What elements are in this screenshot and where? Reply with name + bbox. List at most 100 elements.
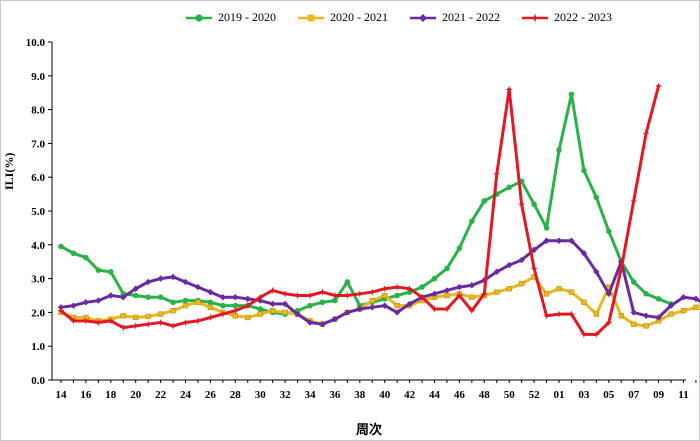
data-point (282, 309, 288, 316)
data-point (207, 299, 214, 306)
x-tick-label: 32 (280, 389, 292, 401)
data-point (593, 311, 600, 317)
x-tick-label: 42 (404, 389, 416, 401)
data-point (630, 197, 638, 205)
legend-swatch (298, 14, 324, 21)
y-tick-label: 7.0 (31, 138, 45, 150)
data-point (132, 292, 139, 299)
series-line-3 (59, 239, 700, 326)
data-point (120, 313, 126, 319)
data-point (555, 310, 563, 318)
data-point (281, 300, 289, 308)
x-tick-label: 22 (155, 389, 167, 401)
data-point (132, 285, 139, 292)
data-point (144, 320, 152, 328)
data-point (157, 311, 164, 317)
data-point (107, 317, 115, 325)
data-point (481, 198, 488, 204)
y-tick-label: 8.0 (31, 105, 45, 117)
data-point (643, 323, 649, 329)
data-point (70, 302, 77, 309)
data-point (581, 167, 587, 174)
data-point (618, 313, 624, 319)
legend-item: 2022 - 2023 (522, 10, 612, 25)
data-point (369, 304, 376, 311)
data-point (232, 293, 239, 301)
data-point (368, 288, 376, 296)
data-point (244, 295, 251, 303)
data-point (394, 292, 400, 299)
data-point (430, 305, 439, 313)
data-point (543, 225, 550, 231)
data-point (642, 312, 650, 319)
x-axis-label: 周次 (356, 423, 383, 438)
data-point (455, 291, 463, 300)
data-point (257, 306, 264, 312)
data-point (668, 311, 674, 317)
data-point (605, 290, 612, 298)
data-point (530, 246, 538, 254)
data-point (57, 307, 65, 315)
x-tick-label: 11 (678, 389, 688, 401)
data-point (642, 129, 650, 137)
x-tick-label: 16 (80, 389, 92, 401)
data-point (606, 228, 612, 235)
x-tick-label: 52 (529, 389, 541, 401)
data-point (568, 289, 575, 295)
data-point (182, 297, 189, 304)
data-point (195, 299, 201, 305)
data-point (194, 317, 202, 325)
data-point (692, 295, 700, 303)
x-tick-label: 34 (305, 389, 317, 401)
data-point (182, 302, 189, 309)
data-point (693, 304, 699, 310)
data-point (294, 310, 301, 318)
data-point (518, 200, 526, 208)
data-point (83, 254, 89, 261)
data-point (493, 268, 500, 276)
data-point (631, 321, 637, 327)
data-point (394, 302, 400, 309)
x-tick-label: 46 (454, 389, 466, 401)
legend-swatch (186, 13, 212, 22)
data-point (281, 290, 289, 298)
data-point (593, 194, 600, 201)
data-point (381, 302, 388, 309)
data-point (418, 293, 426, 301)
x-tick-label: 09 (653, 389, 665, 401)
data-point (531, 201, 537, 208)
data-point (406, 300, 413, 308)
data-point (331, 315, 339, 323)
data-point (169, 273, 177, 281)
data-point (444, 292, 450, 299)
data-point (293, 291, 302, 300)
data-point (108, 269, 114, 275)
data-point (443, 305, 451, 313)
x-tick-label: 40 (379, 389, 391, 401)
y-tick-label: 0.0 (31, 375, 45, 387)
data-point (493, 170, 501, 178)
data-point (530, 264, 538, 273)
data-point (468, 307, 476, 315)
x-tick-label: 26 (205, 389, 217, 401)
data-point (443, 287, 451, 294)
data-point (269, 286, 277, 295)
data-point (506, 286, 512, 292)
data-point (82, 317, 90, 325)
data-point (331, 291, 339, 300)
data-point (617, 264, 625, 273)
y-axis-label: ILI(%) (2, 152, 16, 190)
data-point (506, 184, 512, 191)
y-tick-label: 1.0 (31, 341, 45, 353)
y-tick-label: 2.0 (31, 307, 45, 319)
data-point (468, 282, 476, 289)
data-point (318, 288, 327, 296)
y-tick-label: 9.0 (31, 71, 45, 83)
data-point (270, 308, 276, 314)
legend-swatch (410, 13, 436, 22)
data-point (655, 314, 662, 321)
data-point (630, 279, 637, 285)
data-point (231, 307, 239, 315)
data-point (269, 300, 276, 308)
x-tick-label: 48 (479, 389, 491, 401)
